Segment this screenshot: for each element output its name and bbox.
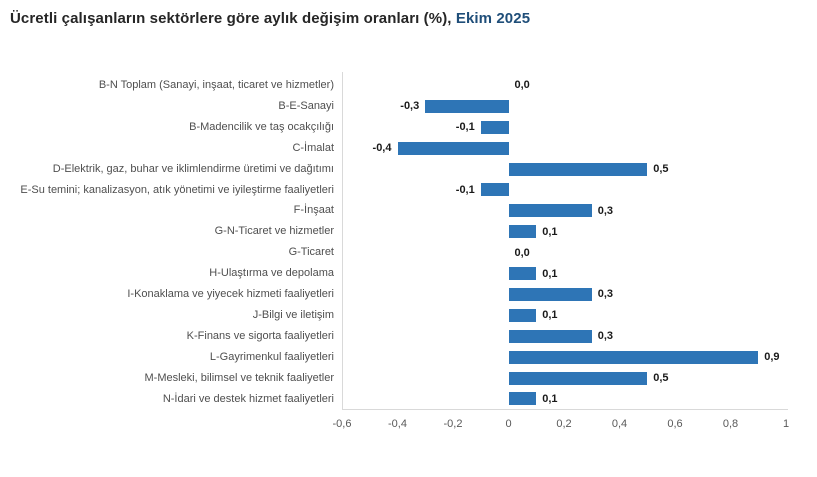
value-label: 0,0 <box>514 246 530 259</box>
bar <box>508 371 648 385</box>
x-tick-label: 0,6 <box>667 418 683 430</box>
value-label: 0,1 <box>542 267 558 280</box>
category-label: G-Ticaret <box>288 246 334 259</box>
category-label: I-Konaklama ve yiyecek hizmeti faaliyetl… <box>127 288 334 300</box>
x-tick-label: -0,4 <box>388 418 407 430</box>
value-label: 0,9 <box>764 351 780 364</box>
chart-title: Ücretli çalışanların sektörlere göre ayl… <box>10 10 530 27</box>
bar <box>480 183 509 197</box>
bar <box>480 120 509 134</box>
category-label: K-Finans ve sigorta faaliyetleri <box>186 329 334 342</box>
category-label: H-Ulaştırma ve depolama <box>209 267 334 280</box>
category-label: L-Gayrimenkul faaliyetleri <box>209 350 334 363</box>
value-label: 0,5 <box>653 372 669 385</box>
x-tick-label: -0,6 <box>332 418 352 430</box>
bar <box>508 225 537 239</box>
x-tick-label: 1 <box>782 418 790 430</box>
plot-left-border <box>342 72 343 410</box>
bar <box>425 99 509 113</box>
x-tick-label: 0,4 <box>611 418 628 430</box>
bar <box>508 267 537 281</box>
x-tick-label: 0,8 <box>722 418 739 430</box>
chart-title-main: Ücretli çalışanların sektörlere göre ayl… <box>10 10 452 27</box>
value-label: 0,1 <box>542 392 558 405</box>
bar <box>508 392 537 406</box>
category-label: G-N-Ticaret ve hizmetler <box>214 225 334 238</box>
value-label: -0,1 <box>455 183 475 196</box>
x-axis-line <box>342 409 788 410</box>
category-label: B-E-Sanayi <box>278 99 334 112</box>
bar <box>508 329 592 343</box>
value-label: -0,1 <box>455 121 475 134</box>
category-label: B-Madencilik ve taş ocakçılığı <box>189 120 334 133</box>
category-label: M-Mesleki, bilimsel ve teknik faaliyetle… <box>144 371 335 384</box>
category-label: N-İdari ve destek hizmet faaliyetleri <box>162 392 334 405</box>
category-label: D-Elektrik, gaz, buhar ve iklimlendirme … <box>52 162 334 175</box>
value-label: 0,1 <box>542 225 558 238</box>
bar <box>397 141 509 155</box>
value-label: 0,5 <box>653 163 669 176</box>
value-label: 0,3 <box>597 330 614 343</box>
bar <box>508 287 592 301</box>
category-label: E-Su temini; kanalizasyon, atık yönetimi… <box>20 183 334 196</box>
x-tick-label: -0,2 <box>443 418 463 430</box>
value-label: -0,4 <box>372 142 392 155</box>
value-label: -0,3 <box>400 100 420 113</box>
value-label: 0,3 <box>597 288 614 301</box>
x-tick-label: 0,2 <box>556 418 572 430</box>
category-label: B-N Toplam (Sanayi, inşaat, ticaret ve h… <box>98 79 334 91</box>
bar <box>508 308 537 322</box>
bar <box>508 162 648 176</box>
chart-title-period: Ekim 2025 <box>451 10 531 27</box>
category-label: F-İnşaat <box>293 204 334 217</box>
bar <box>508 204 592 218</box>
value-label: 0,3 <box>597 204 614 217</box>
category-label: J-Bilgi ve iletişim <box>252 308 334 321</box>
value-label: 0,0 <box>514 79 530 92</box>
value-label: 0,1 <box>542 309 558 322</box>
category-label: C-İmalat <box>292 141 334 154</box>
bar <box>508 350 759 364</box>
x-tick-label: 0 <box>505 418 512 430</box>
